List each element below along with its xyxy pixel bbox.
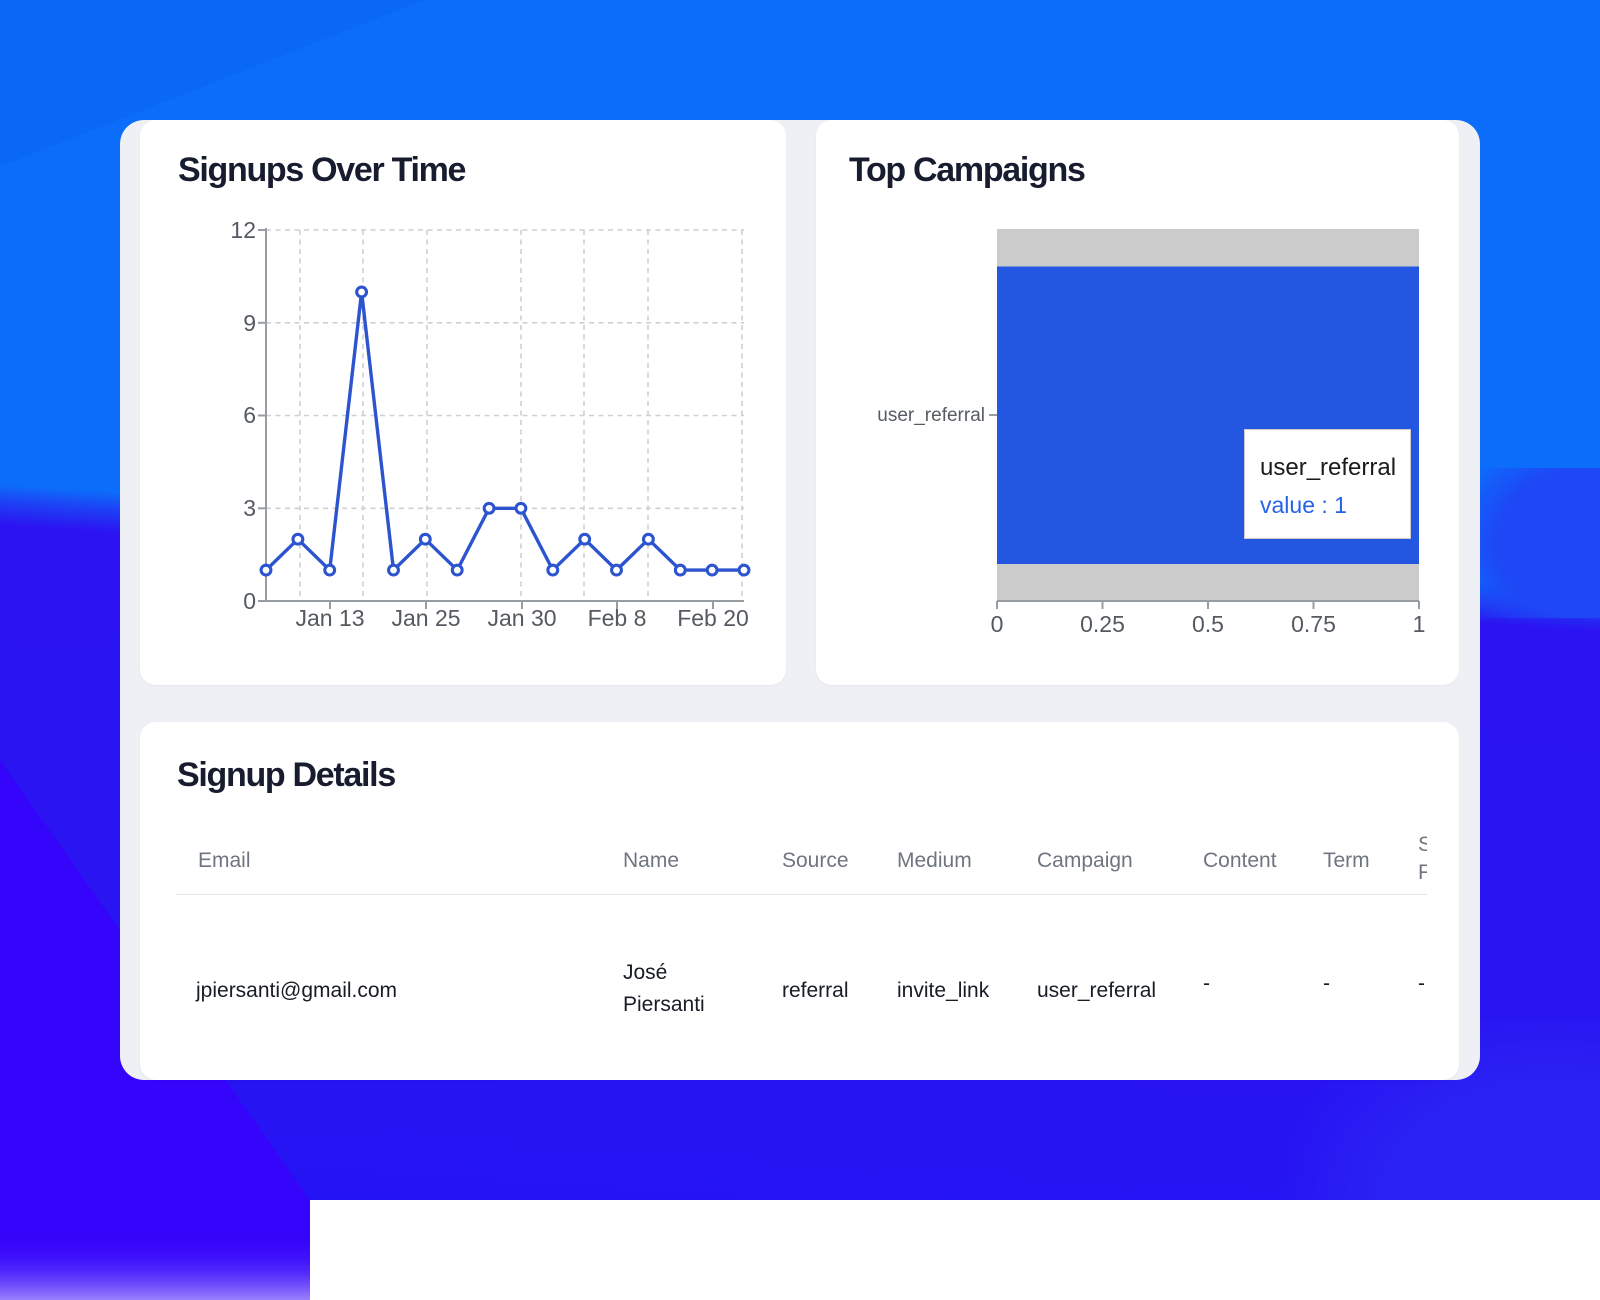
svg-text:Jan 25: Jan 25: [391, 605, 460, 631]
svg-text:3: 3: [243, 495, 256, 521]
svg-text:Feb 20: Feb 20: [677, 605, 749, 631]
svg-text:12: 12: [230, 217, 256, 243]
svg-text:0.25: 0.25: [1080, 611, 1125, 637]
svg-text:0.75: 0.75: [1291, 611, 1336, 637]
svg-text:Jan 13: Jan 13: [295, 605, 364, 631]
svg-text:0: 0: [991, 611, 1004, 637]
svg-text:0: 0: [243, 588, 256, 614]
svg-text:0.5: 0.5: [1192, 611, 1224, 637]
svg-text:9: 9: [243, 310, 256, 336]
svg-text:user_referral: user_referral: [877, 405, 985, 426]
svg-text:Feb 8: Feb 8: [588, 605, 647, 631]
svg-text:6: 6: [243, 402, 256, 428]
svg-text:Jan 30: Jan 30: [487, 605, 556, 631]
svg-text:1: 1: [1413, 611, 1426, 637]
